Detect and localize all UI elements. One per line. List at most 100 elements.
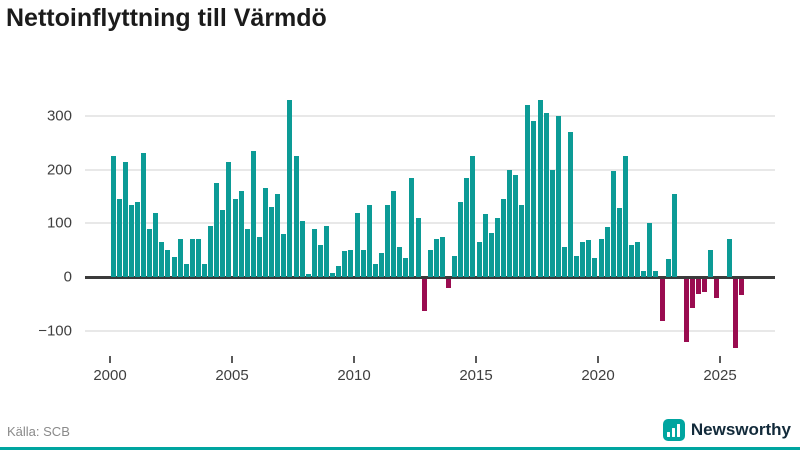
bar-2001-Q1 (134, 201, 140, 277)
bar-2017-Q4 (543, 113, 549, 277)
bar-2023-Q3 (683, 278, 689, 342)
y-axis-label: 200 (46, 161, 72, 179)
bar-2008-Q1 (305, 274, 311, 277)
bar-2016-Q2 (507, 169, 513, 277)
bar-2023-Q1 (671, 193, 677, 277)
bar-2007-Q2 (287, 99, 293, 277)
bar-2025-Q4 (738, 278, 744, 295)
bar-2005-Q4 (250, 150, 256, 277)
bar-2010-Q1 (354, 212, 360, 277)
bar-2017-Q1 (525, 105, 531, 277)
bar-2013-Q2 (433, 239, 439, 277)
y-axis-label: 300 (46, 107, 72, 125)
bar-2003-Q1 (183, 263, 189, 277)
bar-2022-Q3 (659, 278, 665, 322)
bar-2012-Q1 (403, 258, 409, 277)
bar-2025-Q3 (732, 278, 738, 349)
bar-2007-Q1 (281, 234, 287, 277)
gridline (85, 168, 775, 171)
bar-2021-Q4 (641, 270, 647, 277)
bar-2016-Q1 (500, 199, 506, 277)
bar-2012-Q2 (409, 177, 415, 277)
bar-2011-Q2 (385, 204, 391, 277)
brand-name: Newsworthy (690, 420, 791, 439)
x-axis-tick (353, 356, 355, 363)
bar-2005-Q3 (244, 228, 250, 277)
bar-2018-Q3 (561, 247, 567, 277)
bar-2025-Q2 (726, 239, 732, 277)
bar-2007-Q3 (293, 156, 299, 277)
x-axis-tick (231, 356, 233, 363)
bar-2022-Q2 (653, 270, 659, 277)
bar-2009-Q1 (330, 272, 336, 277)
x-axis-label: 2010 (337, 367, 371, 384)
bar-2020-Q3 (610, 171, 616, 277)
y-axis-label: 100 (46, 214, 72, 232)
bar-2011-Q3 (391, 191, 397, 277)
bar-2022-Q4 (665, 259, 671, 277)
bar-2007-Q4 (299, 220, 305, 277)
bar-2000-Q1 (110, 156, 116, 277)
bar-2024-Q2 (702, 278, 708, 292)
bar-2004-Q2 (214, 183, 220, 277)
bar-chart-icon (662, 419, 685, 441)
y-axis-label: −100 (38, 322, 72, 340)
bar-2017-Q2 (531, 121, 537, 277)
bar-2024-Q4 (714, 278, 720, 299)
bar-2008-Q3 (317, 244, 323, 277)
bar-2002-Q4 (177, 239, 183, 277)
bar-2004-Q1 (208, 225, 214, 277)
bar-2012-Q4 (421, 278, 427, 311)
gridline (85, 222, 775, 225)
bar-2020-Q1 (598, 239, 604, 277)
bar-2014-Q3 (464, 177, 470, 277)
zero-line (85, 275, 775, 279)
bar-2004-Q4 (226, 161, 232, 277)
bar-2001-Q4 (153, 212, 159, 277)
bar-2003-Q2 (189, 239, 195, 277)
bar-2000-Q2 (116, 199, 122, 277)
bar-2003-Q4 (202, 263, 208, 277)
bar-2016-Q4 (519, 204, 525, 277)
gridline (85, 329, 775, 332)
bar-2014-Q1 (452, 255, 458, 277)
bar-2006-Q1 (256, 236, 262, 277)
bar-2000-Q3 (122, 161, 128, 277)
bar-2011-Q4 (397, 247, 403, 277)
bar-2005-Q1 (232, 199, 238, 277)
bar-2020-Q2 (604, 227, 610, 277)
bar-2012-Q3 (415, 217, 421, 277)
x-axis-tick (475, 356, 477, 363)
bar-2020-Q4 (616, 208, 622, 277)
bar-2024-Q3 (708, 250, 714, 277)
newsworthy-logo: Newsworthy (662, 419, 791, 441)
bar-2015-Q3 (488, 232, 494, 277)
bar-2022-Q1 (647, 223, 653, 277)
bar-2011-Q1 (378, 252, 384, 277)
bar-2013-Q4 (446, 278, 452, 289)
x-axis-label: 2025 (703, 367, 737, 384)
bar-2018-Q4 (568, 132, 574, 277)
bar-2024-Q1 (696, 278, 702, 294)
bar-2015-Q4 (494, 217, 500, 277)
bar-2019-Q2 (580, 242, 586, 277)
bar-2023-Q4 (690, 278, 696, 309)
bar-2013-Q1 (427, 250, 433, 277)
bar-2009-Q2 (336, 266, 342, 277)
bar-2021-Q2 (629, 244, 635, 277)
bar-2013-Q3 (439, 236, 445, 277)
bar-2006-Q3 (269, 207, 275, 277)
bar-2014-Q4 (470, 156, 476, 277)
x-axis-label: 2005 (215, 367, 249, 384)
bar-2004-Q3 (220, 209, 226, 277)
x-axis-tick (109, 356, 111, 363)
bar-2015-Q1 (476, 242, 482, 277)
bar-2019-Q1 (574, 255, 580, 277)
bar-2002-Q3 (171, 257, 177, 277)
bar-2010-Q2 (360, 250, 366, 277)
x-axis-tick (597, 356, 599, 363)
bar-2000-Q4 (128, 204, 134, 277)
bar-2021-Q1 (622, 156, 628, 277)
bar-2002-Q1 (159, 242, 165, 277)
